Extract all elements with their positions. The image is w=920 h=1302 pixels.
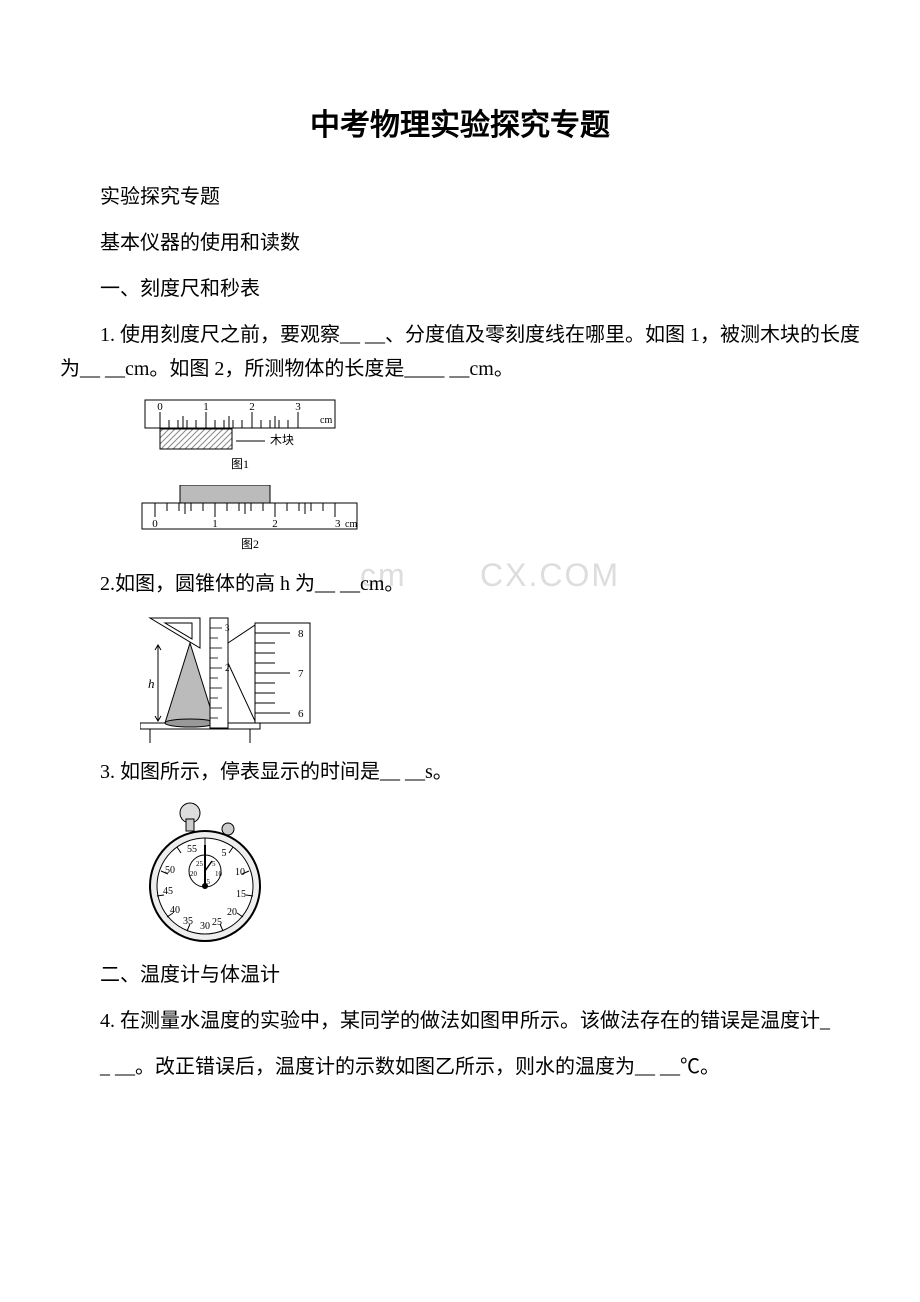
- svg-text:20: 20: [227, 907, 237, 918]
- svg-text:15: 15: [236, 889, 246, 900]
- svg-text:1: 1: [203, 401, 209, 413]
- svg-text:cm: cm: [320, 415, 332, 426]
- svg-text:50: 50: [165, 865, 175, 876]
- svg-text:3: 3: [225, 623, 230, 633]
- svg-text:图2: 图2: [241, 537, 259, 551]
- svg-text:6: 6: [298, 708, 304, 720]
- paragraph-topic: 实验探究专题: [60, 180, 860, 214]
- svg-text:45: 45: [163, 886, 173, 897]
- svg-text:2: 2: [249, 401, 255, 413]
- paragraph-section: 基本仪器的使用和读数: [60, 226, 860, 260]
- figure-4-stopwatch: 55 5 10 15 20 25 30 35 40 45 50 25 5 10 …: [140, 801, 860, 946]
- svg-text:木块: 木块: [270, 433, 294, 447]
- question-2: 2.如图，圆锥体的高 h 为__ __cm。: [60, 567, 860, 601]
- question-3: 3. 如图所示，停表显示的时间是__ __s。: [60, 755, 860, 789]
- svg-text:7: 7: [298, 668, 304, 680]
- paragraph-subsection-2: 二、温度计与体温计: [60, 958, 860, 992]
- question-4-part1: 4. 在测量水温度的实验中，某同学的做法如图甲所示。该做法存在的错误是温度计_: [60, 1004, 860, 1038]
- svg-text:55: 55: [187, 844, 197, 855]
- svg-text:0: 0: [152, 518, 158, 530]
- svg-text:10: 10: [215, 870, 223, 878]
- svg-text:1: 1: [212, 518, 218, 530]
- svg-text:h: h: [148, 676, 155, 691]
- figure-1-ruler-block: 0 1 2 3 cm 木块 图1: [140, 398, 860, 473]
- figure-3-cone: 3 2 h 8 7 6: [140, 613, 860, 743]
- svg-text:25: 25: [196, 860, 204, 868]
- svg-text:30: 30: [200, 921, 210, 932]
- svg-text:10: 10: [235, 867, 245, 878]
- figure-2-ruler: 0 1 2 3 cm 图2: [140, 485, 860, 555]
- svg-text:3: 3: [335, 518, 341, 530]
- svg-text:3: 3: [295, 401, 301, 413]
- svg-text:25: 25: [212, 917, 222, 928]
- svg-text:图1: 图1: [231, 457, 249, 471]
- question-1: 1. 使用刻度尺之前，要观察__ __、分度值及零刻度线在哪里。如图 1，被测木…: [60, 318, 860, 386]
- page-title: 中考物理实验探究专题: [60, 100, 860, 144]
- svg-text:40: 40: [170, 905, 180, 916]
- paragraph-subsection-1: 一、刻度尺和秒表: [60, 272, 860, 306]
- question-4-part2: _ __。改正错误后，温度计的示数如图乙所示，则水的温度为__ __℃。: [60, 1050, 860, 1084]
- svg-text:cm: cm: [345, 519, 357, 530]
- svg-text:8: 8: [298, 628, 304, 640]
- svg-text:5: 5: [212, 860, 216, 868]
- svg-text:0: 0: [157, 401, 163, 413]
- svg-text:2: 2: [272, 518, 278, 530]
- svg-text:35: 35: [183, 916, 193, 927]
- svg-text:20: 20: [190, 870, 198, 878]
- svg-text:5: 5: [222, 848, 227, 859]
